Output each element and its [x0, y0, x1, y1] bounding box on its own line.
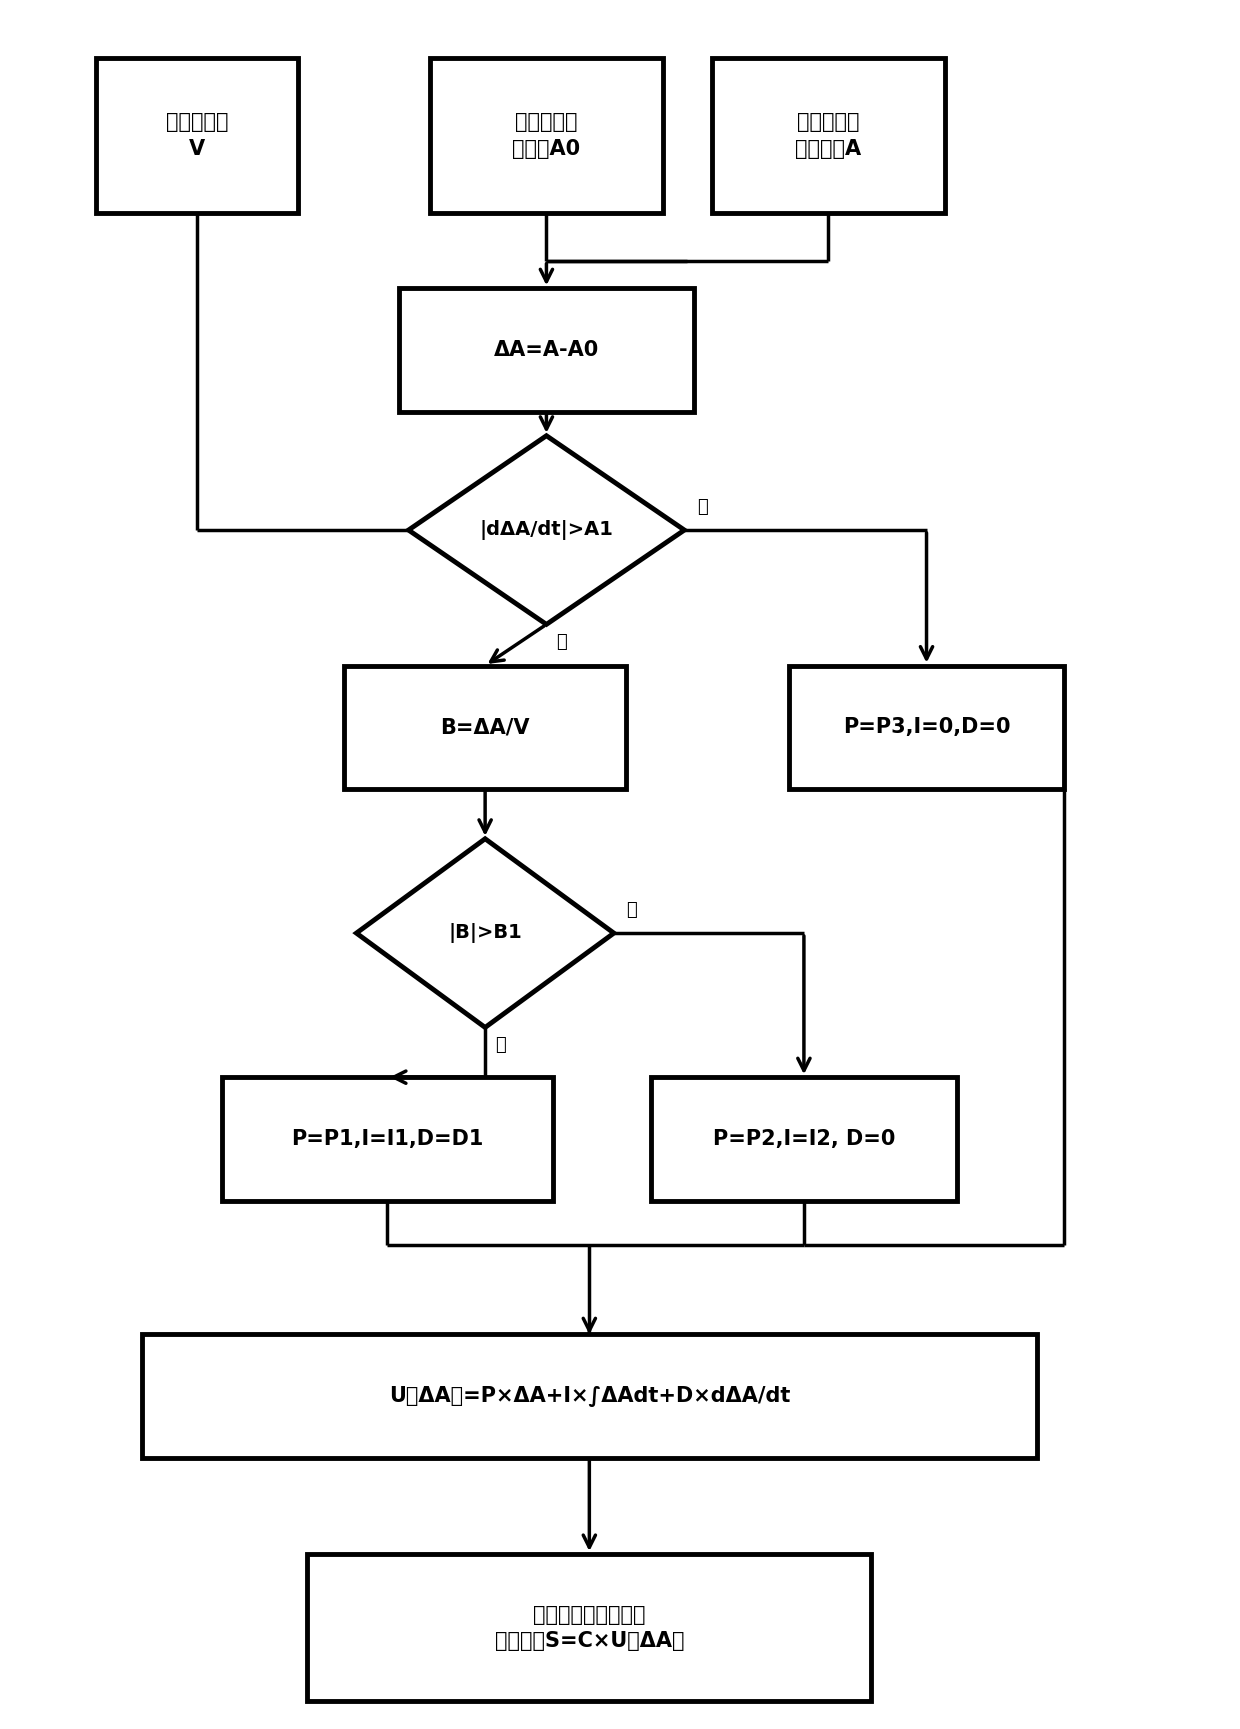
- Bar: [651, 1077, 957, 1200]
- Bar: [789, 666, 1064, 788]
- Text: P=P2,I=I2, D=0: P=P2,I=I2, D=0: [713, 1129, 895, 1148]
- Text: ΔA=A-A0: ΔA=A-A0: [494, 341, 599, 360]
- Text: 工作装置状
态测量值A: 工作装置状 态测量值A: [795, 112, 862, 159]
- Text: U（ΔA）=P×ΔA+I×∫ΔAdt+D×dΔA/dt: U（ΔA）=P×ΔA+I×∫ΔAdt+D×dΔA/dt: [388, 1385, 790, 1407]
- Polygon shape: [408, 436, 684, 624]
- Text: 车速测量值
V: 车速测量值 V: [166, 112, 228, 159]
- Polygon shape: [356, 839, 614, 1027]
- Bar: [345, 666, 626, 788]
- Text: 工作装置油缸电磁阀
控制信号S=C×U（ΔA）: 工作装置油缸电磁阀 控制信号S=C×U（ΔA）: [495, 1605, 684, 1651]
- Text: 工作装置状
态初值A0: 工作装置状 态初值A0: [512, 112, 580, 159]
- Text: 否: 否: [626, 901, 637, 920]
- Text: 是: 是: [495, 1036, 506, 1055]
- Text: P=P1,I=I1,D=D1: P=P1,I=I1,D=D1: [291, 1129, 484, 1148]
- Bar: [95, 59, 298, 213]
- Text: P=P3,I=0,D=0: P=P3,I=0,D=0: [843, 718, 1011, 737]
- Text: 是: 是: [557, 633, 567, 650]
- Bar: [141, 1335, 1037, 1458]
- Text: |B|>B1: |B|>B1: [448, 923, 522, 942]
- Bar: [308, 1554, 872, 1701]
- Text: 否: 否: [697, 498, 707, 517]
- Text: B=ΔA/V: B=ΔA/V: [440, 718, 529, 737]
- Bar: [222, 1077, 553, 1200]
- Bar: [430, 59, 663, 213]
- Bar: [399, 289, 693, 412]
- Bar: [712, 59, 945, 213]
- Text: |dΔA/dt|>A1: |dΔA/dt|>A1: [480, 520, 614, 539]
